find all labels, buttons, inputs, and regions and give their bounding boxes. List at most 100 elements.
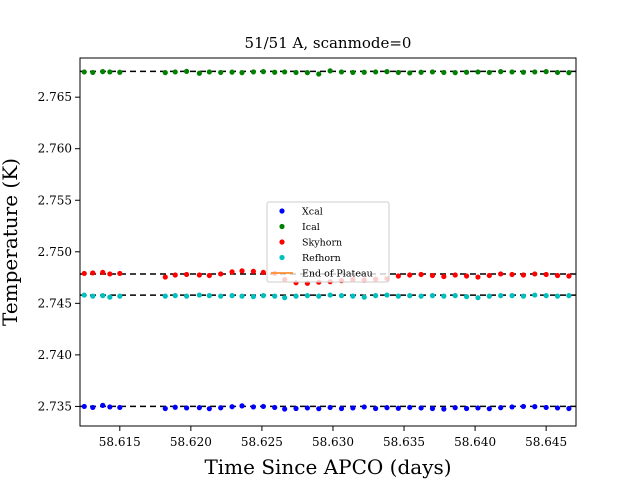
skyhorn-point-34 bbox=[486, 272, 492, 279]
ical-point-8 bbox=[196, 70, 202, 76]
refhorn-point-41 bbox=[566, 293, 572, 299]
ical-point-12 bbox=[239, 70, 245, 76]
skyhorn-point-11 bbox=[229, 269, 235, 275]
y-tick-label-2.735: 2.735 bbox=[38, 399, 72, 413]
x-tick-label-58.630: 58.630 bbox=[312, 435, 354, 449]
xcal-point-18 bbox=[304, 405, 310, 411]
xcal-point-33 bbox=[475, 405, 481, 411]
refhorn-point-36 bbox=[509, 293, 515, 299]
skyhorn-point-0 bbox=[81, 270, 87, 277]
skyhorn-point-40 bbox=[554, 272, 561, 279]
ical-point-41 bbox=[566, 70, 572, 76]
xcal-point-6 bbox=[172, 404, 178, 410]
xcal-point-9 bbox=[206, 406, 212, 412]
xcal-point-5 bbox=[162, 405, 168, 412]
ical-point-1 bbox=[90, 69, 96, 76]
xcal-point-13 bbox=[250, 404, 256, 410]
x-axis-ticks: 58.615 58.620 58.625 58.630 58.635 58.640 58.6… bbox=[99, 426, 567, 449]
xcal-point-16 bbox=[282, 406, 288, 412]
ical-point-27 bbox=[407, 70, 413, 76]
refhorn-point-15 bbox=[272, 293, 278, 299]
chart-title: 51/51 A, scanmode=0 bbox=[245, 34, 412, 52]
reference-lines bbox=[80, 70, 576, 408]
ical-point-24 bbox=[373, 69, 379, 75]
refhorn-point-12 bbox=[239, 293, 245, 299]
refhorn-point-10 bbox=[218, 293, 224, 299]
ical-point-17 bbox=[293, 69, 299, 76]
skyhorn-point-28 bbox=[418, 271, 424, 278]
refhorn-point-23 bbox=[361, 294, 367, 300]
ical-point-23 bbox=[361, 69, 367, 75]
x-tick-label-58.645: 58.645 bbox=[525, 435, 567, 449]
xcal-point-41 bbox=[566, 405, 572, 412]
xcal-point-38 bbox=[532, 404, 538, 410]
x-tick-label-58.640: 58.640 bbox=[454, 435, 496, 449]
ical-point-30 bbox=[441, 69, 447, 76]
ical-point-38 bbox=[532, 69, 538, 75]
xcal-point-8 bbox=[196, 405, 202, 411]
xcal-point-10 bbox=[218, 405, 224, 411]
legend-box bbox=[266, 201, 390, 283]
refhorn-point-27 bbox=[407, 293, 413, 299]
xcal-point-29 bbox=[429, 405, 436, 412]
ical-point-5 bbox=[162, 70, 168, 76]
ical-point-32 bbox=[463, 69, 470, 75]
xcal-point-25 bbox=[384, 405, 390, 411]
legend-label-skyhorn: Skyhorn bbox=[302, 238, 342, 249]
skyhorn-point-37 bbox=[520, 272, 527, 278]
refhorn-point-7 bbox=[183, 293, 190, 299]
ical-point-28 bbox=[418, 69, 424, 75]
refhorn-point-34 bbox=[486, 293, 492, 299]
legend-label-xcal: Xcal bbox=[302, 207, 323, 218]
refhorn-point-33 bbox=[475, 295, 481, 301]
xcal-point-24 bbox=[373, 405, 379, 412]
skyhorn-point-10 bbox=[218, 271, 224, 277]
xcal-point-22 bbox=[350, 405, 356, 411]
xcal-point-7 bbox=[183, 405, 190, 411]
ical-point-22 bbox=[350, 69, 356, 76]
xcal-point-20 bbox=[327, 404, 333, 411]
legend-label-refhorn: Refhorn bbox=[302, 253, 341, 264]
legend-marker-xcal bbox=[279, 208, 285, 214]
refhorn-point-9 bbox=[206, 293, 212, 299]
ical-point-26 bbox=[395, 69, 401, 76]
skyhorn-point-5 bbox=[162, 274, 168, 280]
xcal-point-40 bbox=[554, 405, 561, 411]
refhorn-point-3 bbox=[107, 294, 113, 300]
xcal-point-30 bbox=[441, 406, 447, 412]
ical-point-37 bbox=[520, 69, 527, 75]
refhorn-point-2 bbox=[100, 293, 106, 299]
skyhorn-point-30 bbox=[441, 273, 447, 280]
ical-point-29 bbox=[429, 69, 436, 75]
refhorn-point-31 bbox=[452, 293, 458, 299]
refhorn-point-8 bbox=[196, 292, 202, 298]
refhorn-point-37 bbox=[520, 293, 527, 299]
x-tick-label-58.625: 58.625 bbox=[241, 435, 283, 449]
y-tick-label-2.755: 2.755 bbox=[38, 193, 72, 207]
refhorn-point-39 bbox=[543, 293, 549, 299]
ical-point-31 bbox=[452, 70, 458, 76]
refhorn-point-28 bbox=[418, 293, 424, 299]
legend-label-ical: Ical bbox=[302, 222, 320, 233]
legend-label-end-of-plateau: End of Plateau bbox=[302, 269, 373, 280]
xcal-point-14 bbox=[260, 403, 266, 410]
skyhorn-point-9 bbox=[206, 272, 212, 279]
ical-point-19 bbox=[316, 71, 322, 77]
legend-marker-skyhorn bbox=[279, 239, 285, 245]
plot-area-frame bbox=[79, 57, 577, 427]
skyhorn-point-8 bbox=[196, 272, 202, 278]
skyhorn-point-7 bbox=[183, 271, 190, 278]
y-tick-label-2.745: 2.745 bbox=[38, 296, 72, 310]
ical-point-35 bbox=[498, 69, 504, 75]
ical-point-11 bbox=[229, 69, 235, 75]
refhorn-point-1 bbox=[90, 293, 96, 299]
refhorn-point-38 bbox=[532, 292, 538, 298]
xcal-point-17 bbox=[293, 405, 299, 412]
y-tick-label-2.740: 2.740 bbox=[38, 348, 72, 362]
ical-point-20 bbox=[327, 68, 333, 74]
xcal-point-26 bbox=[395, 405, 401, 411]
ical-point-14 bbox=[260, 69, 266, 75]
xcal-point-21 bbox=[338, 405, 345, 412]
refhorn-point-35 bbox=[498, 293, 504, 299]
